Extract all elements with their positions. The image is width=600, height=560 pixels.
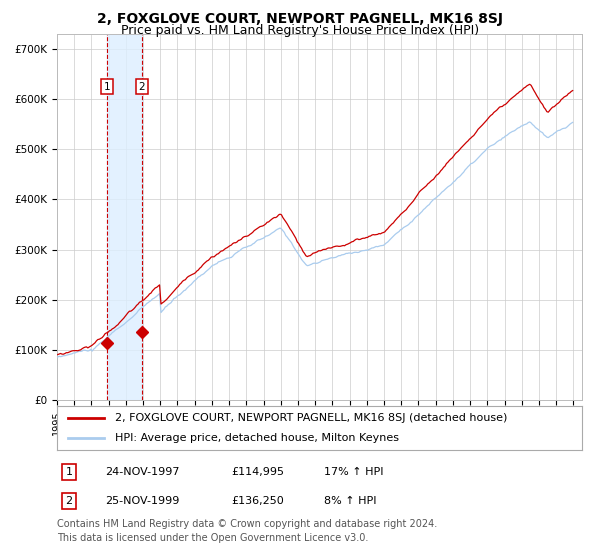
Text: £136,250: £136,250 [231, 496, 284, 506]
Text: This data is licensed under the Open Government Licence v3.0.: This data is licensed under the Open Gov… [57, 533, 368, 543]
Text: 2: 2 [139, 82, 145, 92]
Text: 8% ↑ HPI: 8% ↑ HPI [324, 496, 377, 506]
Text: Contains HM Land Registry data © Crown copyright and database right 2024.: Contains HM Land Registry data © Crown c… [57, 519, 437, 529]
Text: HPI: Average price, detached house, Milton Keynes: HPI: Average price, detached house, Milt… [115, 433, 399, 443]
Text: £114,995: £114,995 [231, 467, 284, 477]
Text: 2, FOXGLOVE COURT, NEWPORT PAGNELL, MK16 8SJ (detached house): 2, FOXGLOVE COURT, NEWPORT PAGNELL, MK16… [115, 413, 507, 423]
Text: 1: 1 [104, 82, 110, 92]
Text: 1: 1 [65, 467, 73, 477]
Text: 2: 2 [65, 496, 73, 506]
Text: 24-NOV-1997: 24-NOV-1997 [105, 467, 179, 477]
Text: 17% ↑ HPI: 17% ↑ HPI [324, 467, 383, 477]
Text: Price paid vs. HM Land Registry's House Price Index (HPI): Price paid vs. HM Land Registry's House … [121, 24, 479, 36]
Text: 25-NOV-1999: 25-NOV-1999 [105, 496, 179, 506]
Bar [107, 34, 142, 400]
Text: 2, FOXGLOVE COURT, NEWPORT PAGNELL, MK16 8SJ: 2, FOXGLOVE COURT, NEWPORT PAGNELL, MK16… [97, 12, 503, 26]
